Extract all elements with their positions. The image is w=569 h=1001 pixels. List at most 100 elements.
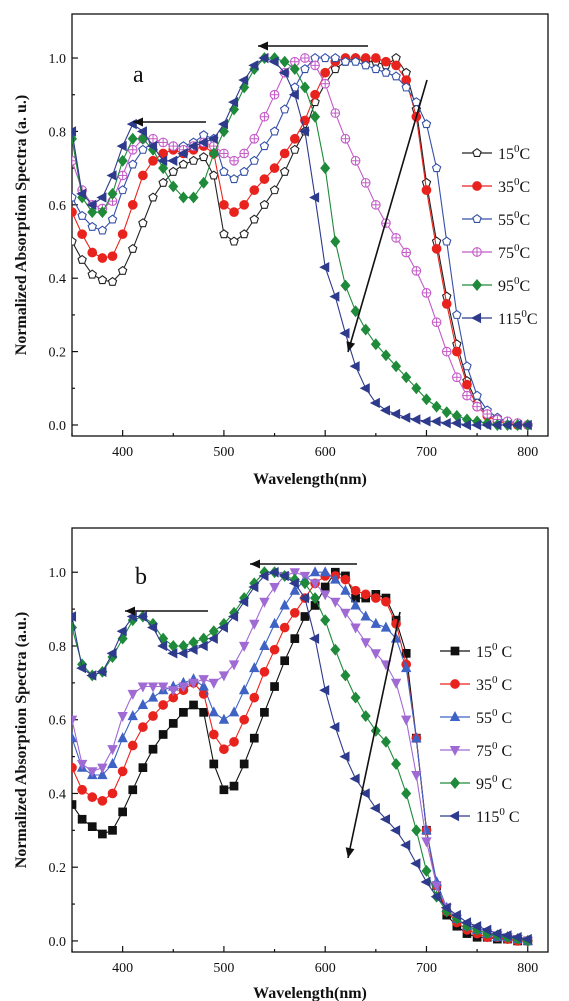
- panel-b-series-115C-point: [268, 567, 279, 578]
- panel-b-series-115C-point: [238, 596, 249, 607]
- panel-a-x-tick-label: 800: [517, 445, 538, 460]
- panel-a-series-115C-point: [369, 397, 380, 409]
- panel-a-series-75C-point: [269, 89, 280, 100]
- panel-b-series-15C-point: [249, 733, 259, 743]
- panel-b-series-75C-line: [72, 571, 528, 942]
- panel-b-series-115C-point: [501, 930, 512, 941]
- panel-b-y-tick-label: 0.6: [49, 714, 67, 729]
- panel-b-series-15C-point: [98, 829, 107, 839]
- panel-a-series-115C-point: [217, 118, 228, 130]
- panel-b-series-75C-point: [238, 641, 250, 652]
- panel-a-series-15C-point: [269, 185, 280, 195]
- panel-a-legend-entry-75C-label-unit: C: [520, 245, 531, 262]
- panel-a-legend-entry-35C-label-sup: 0: [514, 176, 520, 188]
- panel-a-series-55C-point: [107, 214, 118, 224]
- panel-a-series-35C-point: [97, 253, 108, 263]
- panel-a-series-15C-point: [249, 214, 260, 224]
- panel-a-legend-entry-15C-marker: [472, 148, 482, 158]
- panel-b-legend-entry-75C-marker: [449, 745, 461, 756]
- panel-a-series-35C-point: [421, 185, 432, 195]
- panel-a-legend-entry-15C-label-sup: 0: [514, 143, 520, 155]
- panel-b-legend-entry-95C-label-unit: C: [498, 776, 513, 793]
- panel-a-series-15C-point: [431, 236, 442, 246]
- panel-a-series-55C-point: [330, 53, 341, 63]
- panel-b-series-75C-point: [188, 678, 199, 689]
- panel-b-series-75C-point: [97, 763, 108, 774]
- panel-a-legend-entry-55C: 550C: [462, 209, 530, 229]
- panel-b-series-75C-point: [117, 711, 128, 723]
- panel-a-series-55C-point: [371, 64, 381, 74]
- panel-b-series-15C-point: [108, 825, 117, 835]
- panel-a-legend-entry-75C-label-sup: 0: [514, 242, 520, 254]
- panel-b-series-35C-point: [239, 714, 250, 725]
- panel-b-series-75C-point: [360, 638, 371, 649]
- panel-b-series-115C-point: [76, 662, 87, 674]
- panel-a-series-115C-point: [228, 96, 239, 108]
- panel-a-legend-entry-15C-label-value: 15: [498, 146, 514, 163]
- panel-a-series-115C-point: [258, 52, 269, 64]
- panel-a-series-115C-point: [278, 67, 289, 78]
- panel-a-x-axis-title: Wavelength(nm): [253, 471, 367, 488]
- panel-a-arrow-2: [133, 117, 206, 127]
- panel-a-series-55C-point: [391, 71, 401, 81]
- panel-a-series-55C-point: [229, 174, 239, 184]
- panel-b-legend-entry-75C-label-value: 75: [476, 743, 492, 760]
- panel-b-series-75C-point: [350, 623, 361, 634]
- panel-b-series-55C-point: [360, 610, 371, 621]
- panel-a-arrow-3-head: [346, 341, 356, 352]
- panel-a-series-115C-point: [187, 140, 198, 152]
- panel-a-series-35C-point: [462, 379, 472, 390]
- panel-a-series-95C-point: [137, 132, 148, 145]
- panel-b-series-75C-point: [127, 689, 138, 700]
- panel-a-series-35C-point: [117, 229, 128, 240]
- panel-a-x-tick-label: 700: [416, 445, 437, 460]
- panel-a-series-55C-point: [401, 82, 411, 92]
- panel-a-series-35C-point: [289, 133, 300, 144]
- panel-b-legend-entry-55C-label-sup: 0: [492, 707, 498, 719]
- panel-b-series-115C-point: [197, 640, 208, 652]
- panel-a-series-115C-point: [471, 419, 482, 431]
- panel-a-series-75C-point: [219, 148, 229, 159]
- panel-b-series-75C-point: [147, 682, 159, 693]
- panel-a-series-35C-point: [87, 247, 98, 258]
- panel-a-legend-entry-15C: 150C: [462, 143, 530, 163]
- panel-b-series-35C-point: [381, 596, 391, 607]
- panel-b-series-115C-point: [177, 648, 188, 659]
- panel-a-series-15C-point: [421, 177, 432, 187]
- panel-b-series-55C-point: [218, 713, 230, 724]
- panel-a-legend-entry-115C-marker: [471, 312, 482, 324]
- panel-a-series-115C-point: [298, 126, 309, 137]
- panel-a-series-75C-point: [350, 155, 361, 166]
- panel-b-series-15C-point: [239, 759, 249, 769]
- panel-b-series-115C-point: [217, 622, 228, 633]
- panel-b-series-55C-point: [289, 584, 301, 595]
- panel-b-series-95C-point: [370, 724, 381, 737]
- panel-a-legend-entry-95C-label-unit: C: [520, 278, 531, 295]
- panel-b-series-35C-point: [208, 729, 219, 740]
- panel-a-series-55C-point: [97, 225, 108, 235]
- panel-b-arrow-2-head: [125, 606, 135, 616]
- panel-a-series-55C-point: [138, 144, 148, 154]
- panel-b-series-35C-point: [340, 574, 351, 585]
- panel-a-series-15C-point: [77, 254, 87, 264]
- panel-b-series-75C-point: [72, 715, 78, 726]
- panel-a-plot-frame: [71, 13, 549, 437]
- panel-b-x-tick-label: 800: [517, 961, 538, 976]
- panel-b-series-75C-point: [218, 671, 230, 682]
- panel-b-series-95C-point: [380, 735, 391, 748]
- panel-b-legend-entry-15C-label-sup: 0: [492, 641, 498, 653]
- panel-b-legend-entry-95C-label-value: 95: [476, 776, 492, 793]
- panel-a-series-115C-point: [511, 419, 522, 431]
- panel-b-series-15C: [72, 567, 533, 946]
- panel-a-series-95C-point: [380, 349, 391, 362]
- panel-a-series-35C-point: [148, 155, 158, 166]
- panel-a-y-tick-label: 0.6: [49, 199, 67, 214]
- panel-a-series-115C-point: [238, 74, 249, 86]
- panel-b-series-75C-point: [390, 678, 402, 689]
- panel-b-series-55C-point: [72, 732, 78, 743]
- panel-b-series-115C-line: [72, 571, 528, 940]
- panel-a-series-95C-point: [117, 154, 128, 167]
- panel-a-series-55C-point: [421, 119, 432, 129]
- panel-b-series-75C-point: [330, 597, 341, 608]
